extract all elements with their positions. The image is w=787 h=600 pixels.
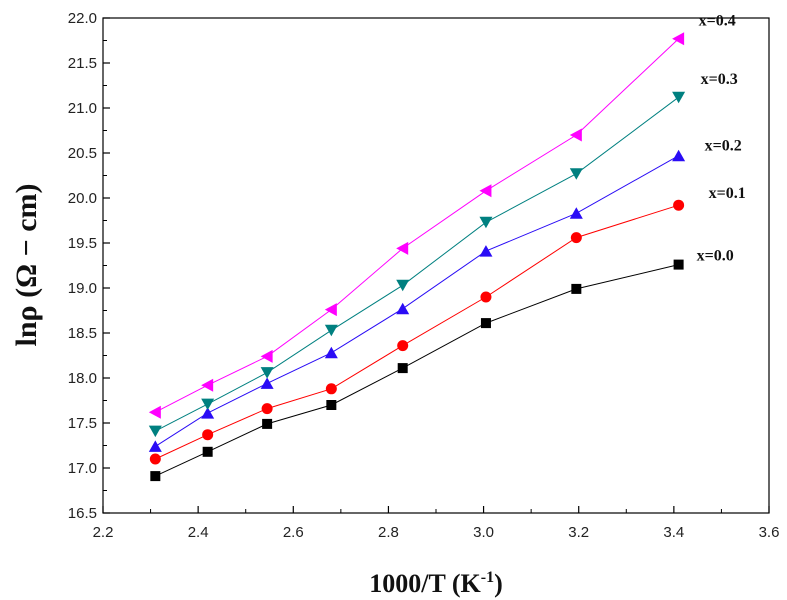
data-point: [569, 168, 583, 180]
data-point: [324, 324, 338, 337]
y-tick-label: 17.0: [68, 460, 97, 477]
data-point: [149, 453, 161, 465]
data-point: [480, 291, 492, 303]
data-point: [396, 279, 410, 292]
series-line: [155, 264, 679, 477]
y-tick-label: 19.5: [68, 235, 97, 252]
data-point: [672, 32, 685, 46]
y-tick-label: 17.5: [68, 415, 97, 432]
data-point: [672, 149, 686, 162]
data-point: [571, 283, 582, 294]
data-point: [260, 377, 274, 389]
data-point: [569, 128, 582, 142]
data-point: [260, 367, 274, 379]
data-point: [479, 216, 493, 229]
data-point: [201, 398, 215, 411]
series-label: x=0.3: [701, 71, 738, 88]
y-axis: 16.5 17.0 17.5 18.0 18.5 19.0 19.5 20.0 20.5 21.0…: [68, 10, 110, 522]
y-tick-label: 21.0: [68, 100, 97, 117]
x-tick-label: 3.6: [759, 524, 780, 541]
y-axis-title: lnρ (Ω − cm): [10, 184, 43, 347]
series-line: [155, 96, 679, 432]
x-tick-label: 3.0: [473, 524, 494, 541]
data-point: [201, 407, 215, 419]
data-point: [396, 241, 409, 255]
x-tick-label: 2.2: [93, 524, 114, 541]
series-label: x=0.2: [705, 138, 742, 155]
y-tick-label: 18.5: [68, 325, 97, 342]
data-point: [326, 400, 337, 410]
data-point: [325, 383, 337, 395]
data-point: [397, 363, 408, 374]
series-line: [155, 155, 679, 447]
data-point: [324, 303, 337, 317]
data-point: [324, 346, 338, 359]
series-label: x=0.1: [709, 185, 746, 202]
y-tick-label: 20.5: [68, 145, 97, 162]
x-axis-title: 1000/T (K-1): [369, 569, 502, 598]
series-label: x=0.4: [699, 13, 736, 30]
data-point: [479, 184, 492, 198]
series-x=0.4: [148, 32, 685, 419]
data-point: [148, 425, 162, 438]
series-line: [155, 204, 679, 460]
series-line: [155, 38, 679, 413]
series-x=0.0: [150, 259, 684, 482]
data-point: [202, 429, 214, 441]
data-point: [479, 245, 493, 257]
series-label: x=0.0: [697, 248, 734, 265]
data-point: [201, 378, 214, 392]
series-labels: x=0.0 x=0.1 x=0.2 x=0.3 x=0.4: [697, 13, 746, 265]
x-tick-label: 3.2: [568, 524, 589, 541]
series-x=0.3: [148, 91, 686, 438]
data-point: [569, 207, 583, 219]
data-point: [672, 91, 686, 104]
y-tick-label: 16.5: [68, 505, 97, 522]
series-x=0.1: [149, 199, 685, 465]
data-point: [261, 403, 273, 415]
data-point: [262, 418, 273, 429]
data-point: [570, 232, 582, 244]
y-tick-label: 21.5: [68, 55, 97, 72]
data-point: [202, 446, 213, 457]
data-point: [673, 259, 684, 270]
data-point: [148, 405, 161, 419]
data-point: [673, 199, 685, 211]
series-layer: [148, 32, 686, 482]
x-tick-label: 2.4: [188, 524, 209, 541]
data-point: [397, 340, 409, 352]
y-tick-label: 22.0: [68, 10, 97, 27]
x-axis: 2.2 2.4 2.6 2.8 3.0 3.2 3.4 3.6: [93, 506, 780, 541]
plot-frame: [102, 17, 770, 514]
data-point: [480, 318, 491, 329]
y-tick-label: 18.0: [68, 370, 97, 387]
data-point: [148, 440, 162, 452]
data-point: [396, 302, 410, 315]
data-point: [260, 349, 273, 363]
x-axis-title-main: 1000/T (K: [369, 569, 481, 598]
series-x=0.2: [148, 149, 686, 452]
y-tick-label: 20.0: [68, 190, 97, 207]
y-tick-label: 19.0: [68, 280, 97, 297]
x-tick-label: 2.8: [378, 524, 399, 541]
x-tick-label: 2.6: [283, 524, 304, 541]
x-axis-title-close: ): [494, 569, 503, 598]
data-point: [150, 471, 161, 482]
x-axis-title-sup: -1: [481, 569, 494, 586]
x-tick-label: 3.4: [663, 524, 684, 541]
